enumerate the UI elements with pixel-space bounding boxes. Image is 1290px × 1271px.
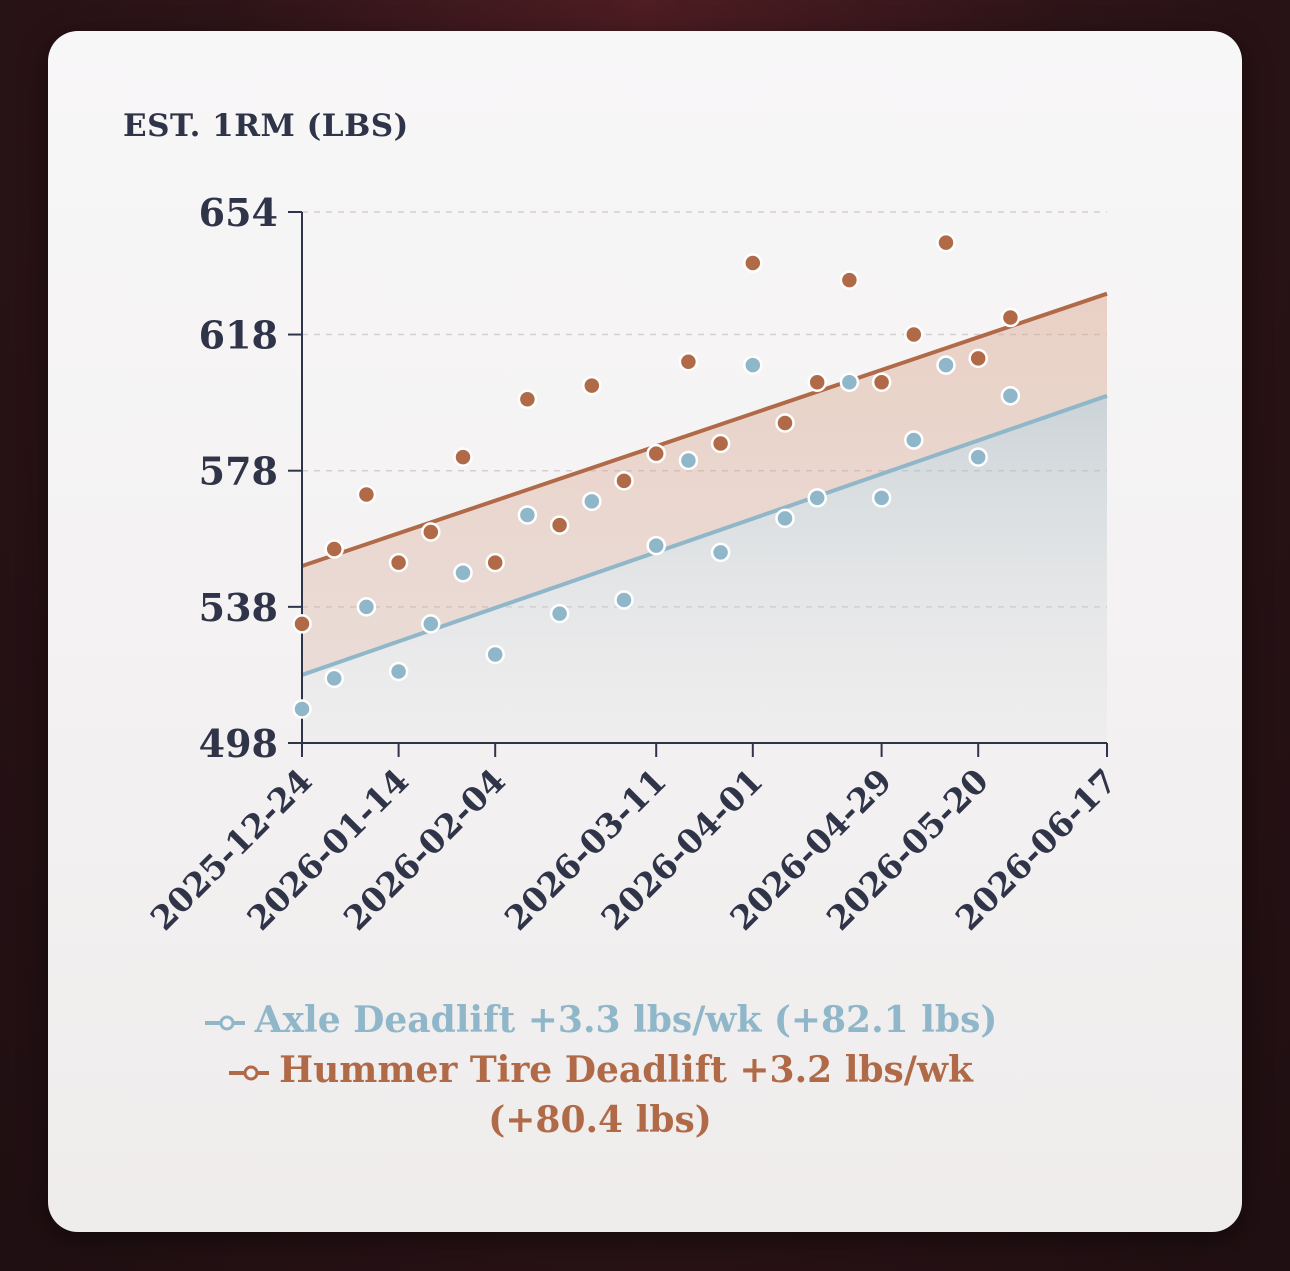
hummer-point[interactable] (356, 484, 377, 505)
y-axis-title: EST. 1RM (LBS) (123, 108, 409, 144)
axle-point[interactable] (871, 488, 892, 508)
trend-gap-band (302, 293, 1107, 675)
axle-point[interactable] (324, 668, 344, 689)
legend-label-hummer: Hummer Tire Deadlift +3.2 lbs/wk (+80.4 … (279, 1049, 973, 1141)
axle-point[interactable] (485, 644, 505, 665)
legend-marker-axle (204, 1015, 245, 1031)
hummer-point[interactable] (421, 522, 441, 542)
y-tick-label: 578 (199, 449, 278, 494)
axle-point[interactable] (356, 597, 377, 617)
legend-marker-hummer (229, 1065, 270, 1081)
y-tick-label: 498 (199, 721, 278, 766)
axle-point[interactable] (904, 430, 924, 450)
hummer-point[interactable] (839, 270, 860, 290)
legend-item-axle[interactable]: Axle Deadlift +3.3 lbs/wk (+82.1 lbs) (160, 995, 1040, 1045)
hummer-point[interactable] (517, 389, 538, 409)
axle-point[interactable] (839, 372, 860, 392)
hummer-point[interactable] (743, 253, 763, 273)
axle-point[interactable] (968, 447, 988, 467)
hummer-point[interactable] (904, 324, 924, 345)
hummer-point[interactable] (549, 515, 570, 535)
hummer-point[interactable] (485, 552, 505, 573)
legend: Axle Deadlift +3.3 lbs/wk (+82.1 lbs) Hu… (160, 995, 1040, 1145)
axle-point[interactable] (710, 542, 731, 563)
axle-point[interactable] (292, 699, 312, 719)
hummer-point[interactable] (388, 552, 409, 573)
y-tick-label: 618 (199, 313, 278, 358)
hummer-point[interactable] (936, 232, 956, 253)
hummer-point[interactable] (678, 352, 699, 372)
y-tick-label: 538 (199, 585, 278, 630)
axle-point[interactable] (517, 505, 538, 525)
hummer-point[interactable] (614, 471, 634, 491)
hummer-point[interactable] (807, 372, 827, 392)
axle-point[interactable] (549, 603, 570, 624)
hummer-point[interactable] (582, 375, 602, 396)
legend-item-hummer[interactable]: Hummer Tire Deadlift +3.2 lbs/wk (+80.4 … (160, 1045, 1040, 1145)
y-tick-label: 654 (199, 190, 278, 235)
axle-point[interactable] (614, 590, 634, 610)
axle-point[interactable] (743, 355, 763, 375)
axle-point[interactable] (936, 355, 956, 375)
axle-point[interactable] (678, 450, 699, 471)
hummer-trend-line (301, 291, 1108, 568)
hummer-point[interactable] (646, 443, 666, 464)
axle-point[interactable] (453, 563, 473, 583)
axle-point[interactable] (582, 491, 602, 512)
hummer-point[interactable] (968, 348, 988, 369)
hummer-point[interactable] (1000, 307, 1021, 328)
axle-point[interactable] (421, 614, 441, 634)
axle-point[interactable] (775, 508, 795, 529)
axle-point[interactable] (1000, 386, 1021, 406)
hummer-point[interactable] (775, 413, 795, 433)
legend-label-axle: Axle Deadlift +3.3 lbs/wk (+82.1 lbs) (254, 999, 998, 1041)
axle-point[interactable] (646, 535, 666, 556)
hummer-point[interactable] (871, 372, 892, 392)
hummer-point[interactable] (710, 433, 731, 454)
hummer-point[interactable] (292, 614, 312, 634)
hummer-point[interactable] (453, 447, 473, 467)
axle-point[interactable] (388, 661, 409, 682)
hummer-point[interactable] (324, 539, 344, 559)
axle-point[interactable] (807, 488, 827, 508)
